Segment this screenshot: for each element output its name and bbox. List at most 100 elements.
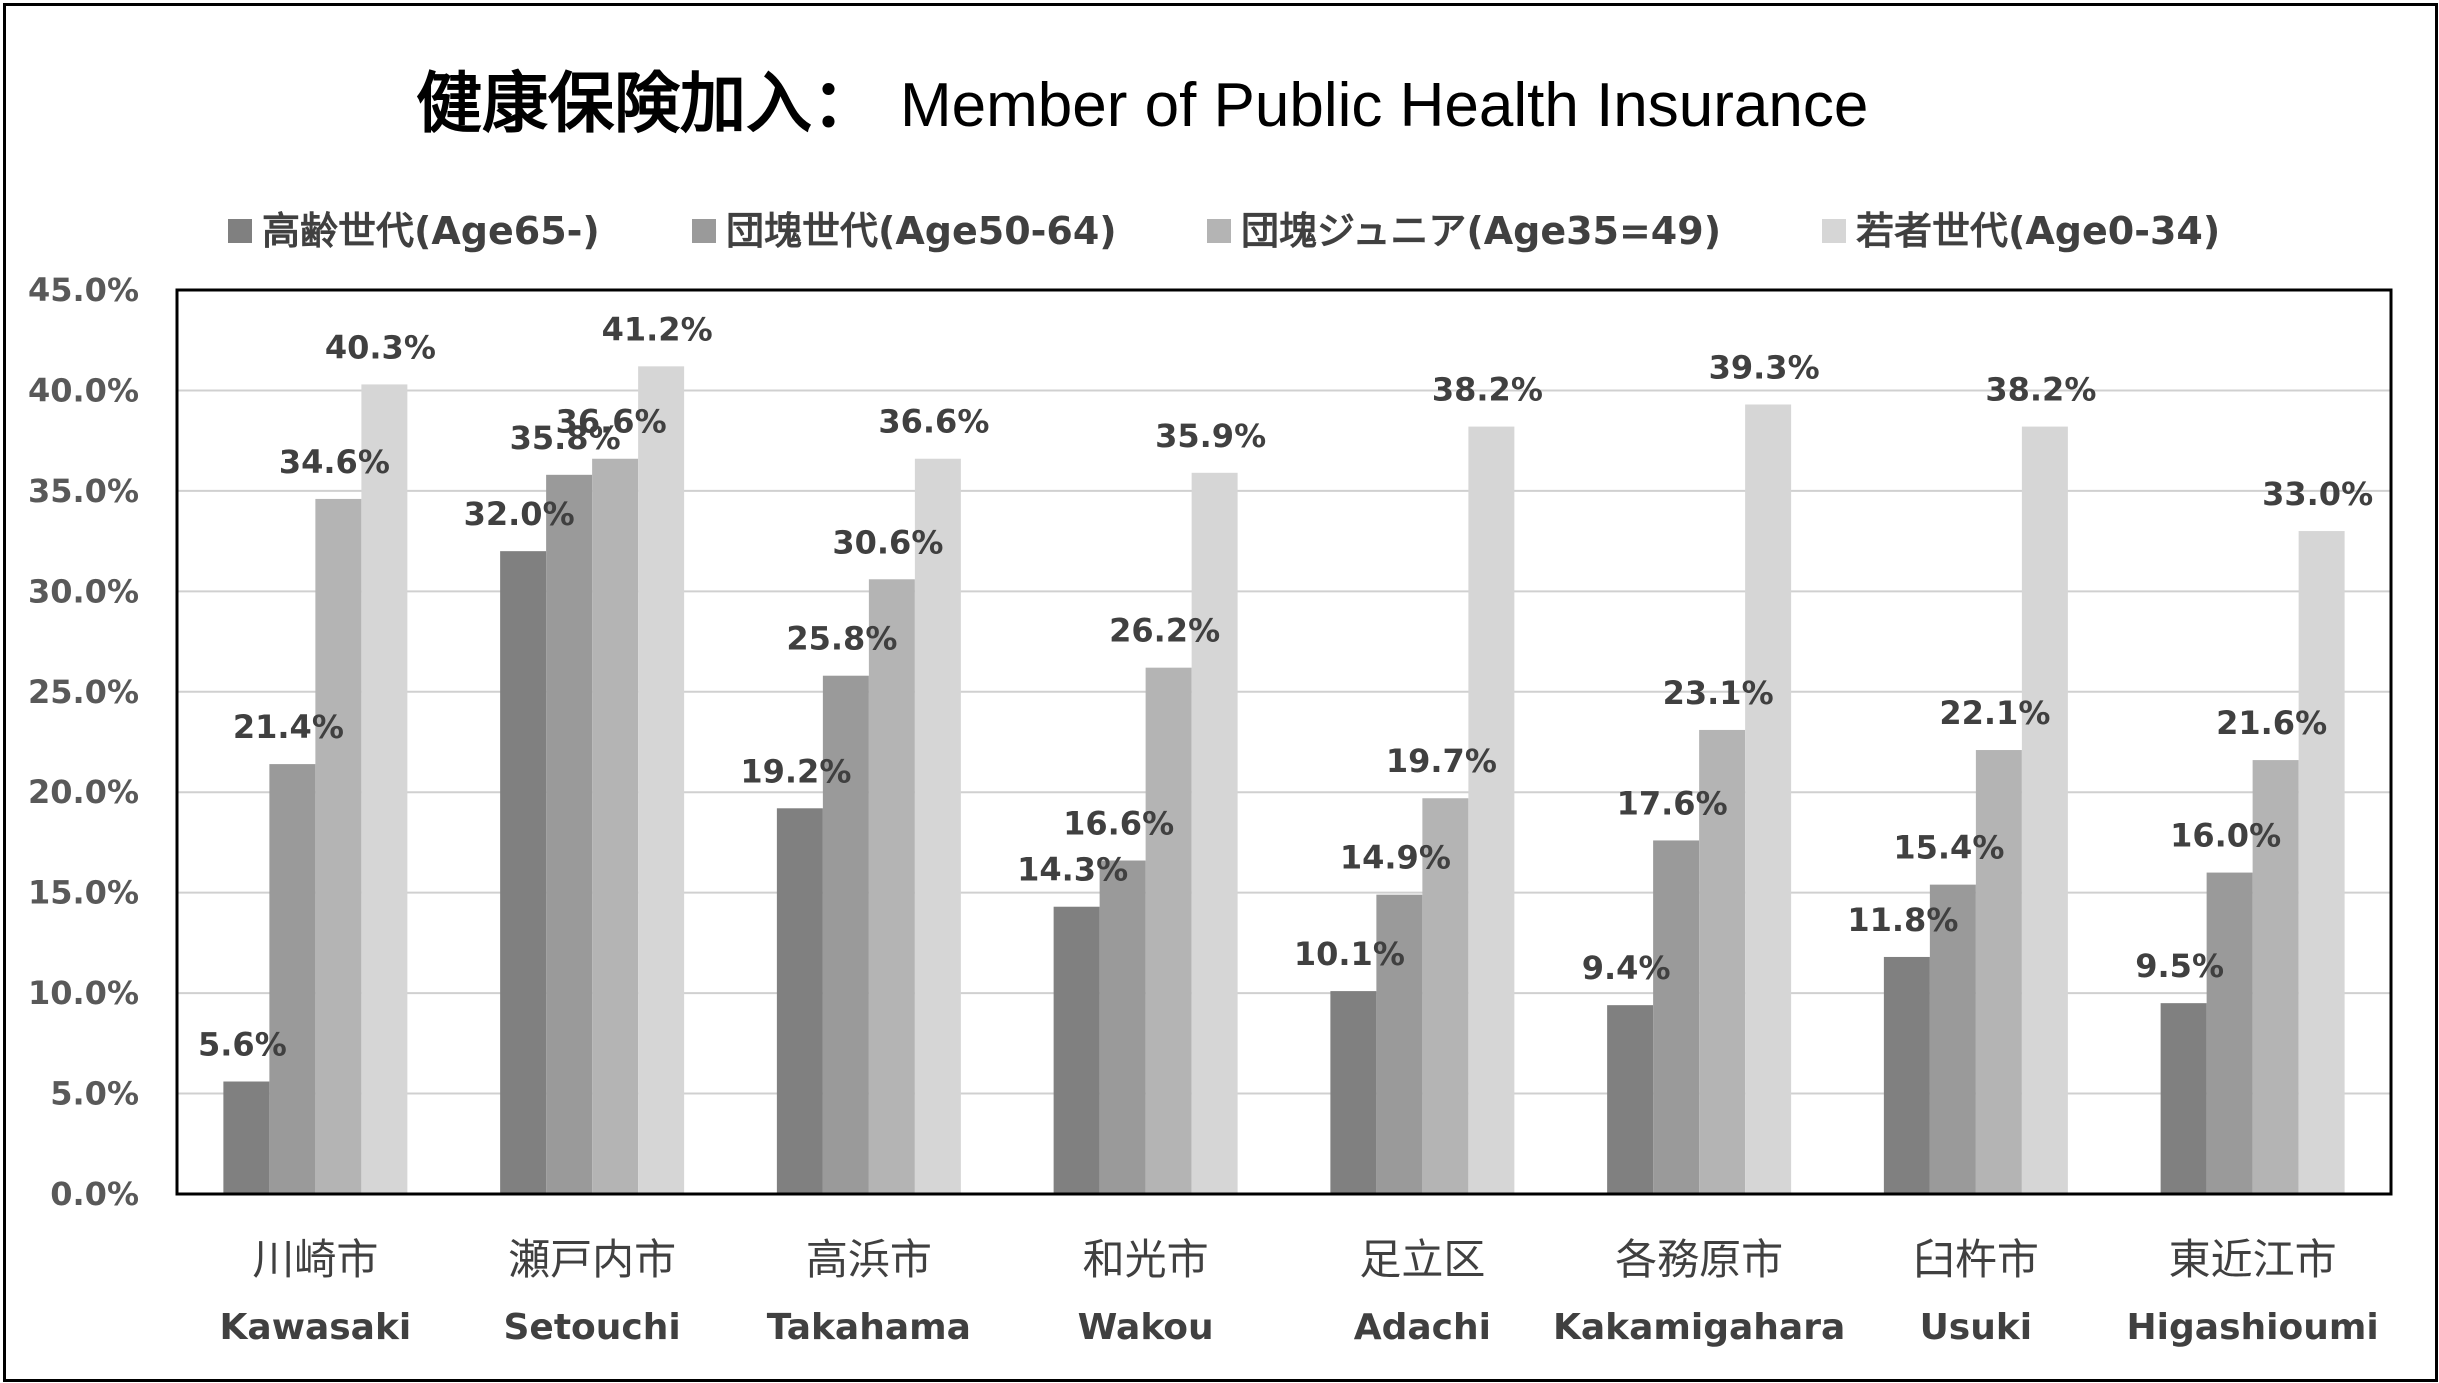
bar [2298,531,2345,1194]
data-label: 21.4% [233,708,344,746]
data-label: 33.0% [2262,475,2373,513]
bar [2252,760,2299,1194]
data-label: 14.3% [1017,851,1128,889]
bar [1468,426,1515,1194]
data-label: 26.2% [1109,612,1220,650]
bar [1653,840,1700,1194]
y-tick-label: 30.0% [28,572,139,610]
bar [1145,667,1192,1194]
x-category-label: 各務原市 [1615,1235,1783,1284]
x-category-label-en: Kawasaki [220,1307,412,1348]
data-label: 36.6% [878,403,989,441]
legend-swatch [1207,219,1231,243]
bar [1929,884,1976,1194]
bar [822,675,869,1194]
data-label: 39.3% [1709,349,1820,387]
bar [1883,956,1930,1194]
bar-chart: 健康保険加入： Member of Public Health Insuranc… [28,65,2393,1348]
legend-label: 若者世代(Age0-34) [1856,209,2220,253]
bar [1330,991,1377,1194]
data-label: 41.2% [602,310,713,348]
data-label: 21.6% [2216,704,2327,742]
data-label: 15.4% [1893,829,2004,867]
data-label: 38.2% [1985,371,2096,409]
chart-title: 健康保険加入： Member of Public Health Insuranc… [416,65,1868,142]
bar [1975,750,2022,1194]
x-category-label-en: Wakou [1078,1307,1214,1348]
bars [223,366,2345,1195]
chart-title-english: Member of Public Health Insurance [900,71,1868,140]
bar [2206,872,2253,1194]
bar [1099,860,1146,1194]
x-category-label: 川崎市 [252,1235,378,1284]
bar [1745,404,1792,1194]
legend-swatch [692,219,716,243]
x-category-label: 高浜市 [806,1235,932,1284]
x-category-label: 足立区 [1359,1235,1485,1284]
y-tick-label: 10.0% [28,974,139,1012]
data-label: 10.1% [1294,935,1405,973]
bar [868,579,915,1194]
data-label: 16.0% [2170,817,2281,855]
bar [592,458,639,1194]
bar [315,498,362,1194]
bar [914,458,961,1194]
bar [638,366,685,1194]
bar [776,808,823,1194]
bar [2021,426,2068,1194]
bar [2160,1003,2207,1194]
x-axis: 川崎市 Kawasaki 瀬戸内市 Setouchi 高浜市 Takahama 和光市 Wak… [220,1235,2379,1348]
x-category-label: 瀬戸内市 [508,1235,676,1284]
y-tick-label: 15.0% [28,874,139,912]
data-label: 14.9% [1340,839,1451,877]
data-label: 9.5% [2135,947,2224,985]
y-tick-label: 5.0% [50,1075,139,1113]
data-label: 22.1% [1939,694,2050,732]
x-category-label-en: Setouchi [504,1307,681,1348]
bar [1699,729,1746,1194]
data-label: 23.1% [1663,674,1774,712]
bar [1607,1005,1654,1194]
x-category-label: 臼杵市 [1913,1235,2039,1284]
data-labels: 5.6%21.4%34.6%40.3%32.0%35.8%36.6%41.2%1… [198,310,2373,1063]
bar [546,474,593,1195]
legend: 高齢世代(Age65-) 団塊世代(Age50-64) 団塊ジュニア(Age35=4… [228,209,2220,253]
y-axis: 0.0% 5.0% 10.0% 15.0% 20.0% 25.0% 30.0% 35.0% 40… [28,271,139,1213]
bar [361,384,408,1194]
x-category-label-en: Kakamigahara [1553,1307,1845,1348]
x-category-label-en: Usuki [1920,1307,2033,1348]
data-label: 19.2% [740,752,851,790]
y-tick-label: 45.0% [28,271,139,309]
plot-area-border [175,288,2393,1196]
x-category-label: 和光市 [1083,1235,1209,1284]
data-label: 5.6% [198,1026,287,1064]
legend-label: 高齢世代(Age65-) [262,209,600,253]
y-tick-label: 0.0% [50,1175,139,1213]
x-category-label-en: Adachi [1354,1307,1491,1348]
bar [1191,472,1238,1194]
bar [500,551,547,1194]
bar [1376,894,1423,1194]
x-category-label: 東近江市 [2169,1235,2337,1284]
data-label: 38.2% [1432,371,1543,409]
data-label: 32.0% [464,495,575,533]
data-label: 40.3% [325,328,436,366]
data-label: 30.6% [832,523,943,561]
data-label: 36.6% [556,403,667,441]
x-category-label-en: Higashioumi [2127,1307,2379,1348]
legend-swatch [1822,219,1846,243]
bar [1053,906,1100,1194]
y-tick-label: 20.0% [28,773,139,811]
data-label: 35.9% [1155,417,1266,455]
data-label: 11.8% [1847,901,1958,939]
bar [223,1081,270,1194]
chart-frame: 健康保険加入： Member of Public Health Insuranc… [3,3,2438,1382]
data-label: 9.4% [1582,949,1671,987]
y-tick-label: 35.0% [28,472,139,510]
x-category-label-en: Takahama [767,1307,971,1348]
bar [1422,798,1469,1194]
data-label: 16.6% [1063,805,1174,843]
chart-title-japanese: 健康保険加入： [416,65,878,142]
y-tick-label: 40.0% [28,371,139,409]
legend-swatch [228,219,252,243]
